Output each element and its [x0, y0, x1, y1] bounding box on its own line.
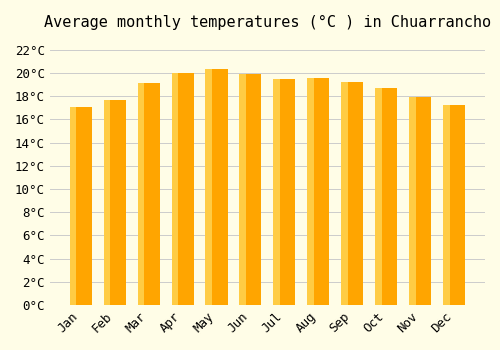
Bar [104, 100, 126, 305]
Bar [409, 97, 432, 305]
Bar [443, 105, 450, 305]
Bar [206, 69, 212, 305]
Bar [240, 74, 262, 305]
Bar [172, 73, 194, 305]
Bar [375, 88, 398, 305]
Bar [443, 105, 465, 305]
Bar [308, 78, 330, 305]
Bar [274, 79, 280, 305]
Bar [206, 69, 228, 305]
Bar [308, 78, 314, 305]
Bar [138, 83, 144, 305]
Bar [70, 107, 92, 305]
Bar [342, 82, 363, 305]
Title: Average monthly temperatures (°C ) in Chuarrancho: Average monthly temperatures (°C ) in Ch… [44, 15, 491, 30]
Bar [70, 107, 76, 305]
Bar [104, 100, 110, 305]
Bar [409, 97, 416, 305]
Bar [172, 73, 178, 305]
Bar [240, 74, 246, 305]
Bar [375, 88, 382, 305]
Bar [138, 83, 160, 305]
Bar [342, 82, 348, 305]
Bar [274, 79, 295, 305]
